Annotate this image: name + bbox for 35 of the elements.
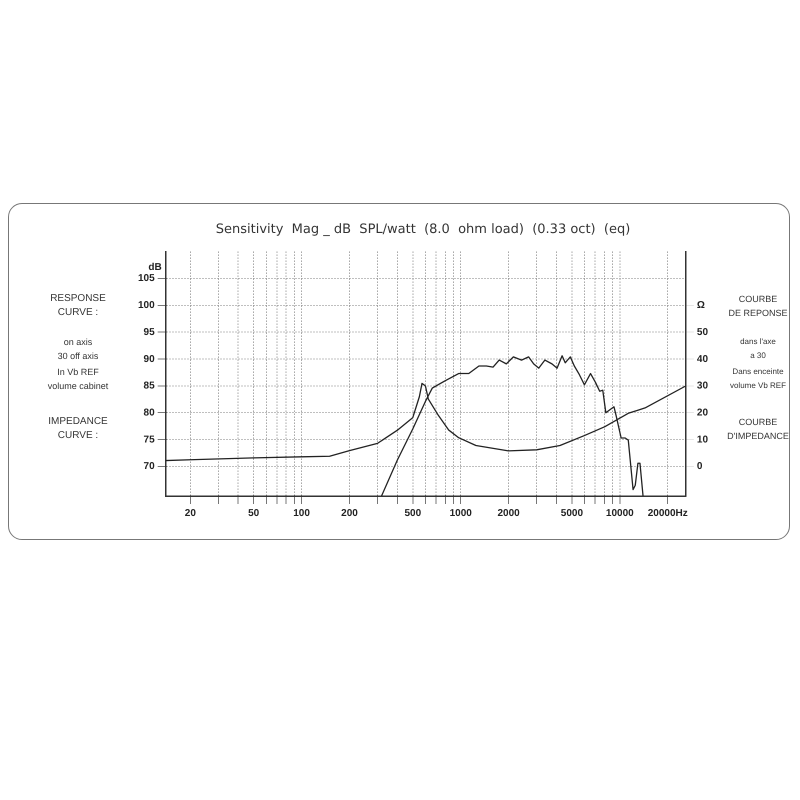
- y-tick-label: 70: [144, 461, 156, 472]
- y-tick-label: 85: [144, 380, 156, 392]
- x-tick-label: 1000: [450, 508, 472, 519]
- x-tick-label: 10000: [606, 508, 634, 519]
- y2-tick-label: 10: [696, 434, 708, 446]
- x-tick-label: 500: [404, 508, 422, 519]
- text: on axis 30 off axis: [56, 336, 100, 363]
- y-tick-label: 100: [138, 300, 156, 312]
- text: dans l'axe a 30: [739, 336, 777, 362]
- y-tick-label: 95: [144, 326, 156, 338]
- y2-tick-label: 30: [696, 380, 708, 392]
- text: In Vb REF volume cabinet: [46, 366, 110, 393]
- text: IMPEDANCE CURVE :: [47, 415, 109, 443]
- y2-tick-label: 20: [696, 407, 708, 418]
- y-axis-title: dB: [148, 262, 162, 274]
- x-tick-label: 200: [341, 508, 358, 519]
- y-tick-label: 90: [144, 354, 156, 365]
- y-tick-label: 75: [144, 434, 156, 446]
- y2-tick-label: 0: [696, 461, 703, 472]
- y2-tick-label: 50: [696, 326, 708, 338]
- text: RESPONSE CURVE :: [49, 292, 107, 320]
- text: COURBE DE REPONSE: [727, 293, 788, 320]
- y-tick-label: 105: [138, 273, 156, 284]
- text: Dans enceinte volume Vb REF: [728, 366, 788, 392]
- x-tick-label: 20000Hz: [648, 508, 688, 519]
- text: COURBE D'IMPEDANCE: [726, 416, 790, 443]
- x-tick-label: 50: [248, 508, 260, 519]
- x-tick-label: 20: [184, 508, 196, 519]
- x-tick-label: 2000: [497, 508, 520, 519]
- chart-title: Sensitivity Mag _ dB SPL/watt (8.0 ohm load) (0.33 oct) (eq): [216, 222, 630, 238]
- y-tick-label: 80: [144, 407, 156, 418]
- x-tick-label: 100: [293, 508, 310, 519]
- y2-tick-label: Ω: [696, 300, 705, 312]
- x-tick-label: 5000: [560, 508, 584, 519]
- y2-tick-label: 40: [696, 354, 708, 365]
